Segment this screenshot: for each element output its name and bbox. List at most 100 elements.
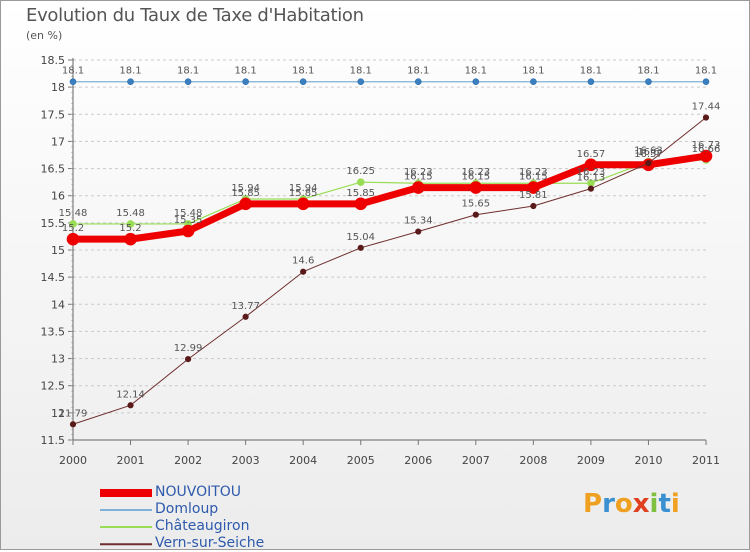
data-point <box>472 78 480 86</box>
data-point <box>527 181 540 194</box>
data-label: 15.04 <box>346 232 375 243</box>
data-point <box>299 78 307 86</box>
x-tick-label: 2011 <box>692 454 720 467</box>
legend-label: Vern-sur-Seiche <box>155 535 265 551</box>
legend-item: NOUVOITOU <box>100 484 300 501</box>
x-tick-label: 2010 <box>634 454 662 467</box>
data-point <box>184 78 192 86</box>
data-label: 16.23 <box>577 167 606 178</box>
data-label: 15.65 <box>461 199 490 210</box>
data-label: 18.1 <box>235 66 257 77</box>
data-label: 16.73 <box>692 140 721 151</box>
y-tick-label: 17 <box>51 135 65 148</box>
legend-item: Vern-sur-Seiche <box>100 535 300 552</box>
y-tick-label: 13 <box>51 353 65 366</box>
data-point <box>69 78 77 86</box>
legend-item: Châteaugiron <box>100 518 300 535</box>
data-label: 15.85 <box>346 188 375 199</box>
logo-letter: x <box>632 489 650 519</box>
data-point <box>530 78 537 86</box>
data-point <box>414 78 422 86</box>
x-tick-label: 2003 <box>232 454 260 467</box>
data-label: 16.25 <box>346 166 375 177</box>
x-tick-label: 2008 <box>519 454 547 467</box>
data-label: 15.48 <box>174 208 203 219</box>
data-label: 11.79 <box>59 408 88 419</box>
data-label: 15.2 <box>119 223 141 234</box>
y-tick-label: 16 <box>51 190 65 203</box>
y-tick-label: 14.5 <box>41 271 66 284</box>
y-tick-label: 11.5 <box>41 434 66 447</box>
data-label: 18.1 <box>465 66 487 77</box>
series-line-0 <box>73 152 707 243</box>
series-line-3 <box>72 117 707 425</box>
chart-subtitle: (en %) <box>26 29 63 42</box>
series-line-2 <box>73 159 707 225</box>
data-point <box>69 421 77 428</box>
x-tick-label: 2001 <box>117 454 145 467</box>
data-label: 16.15 <box>404 172 433 183</box>
data-label: 18.1 <box>177 66 199 77</box>
data-label: 18.1 <box>522 66 544 77</box>
data-label: 16.23 <box>404 167 433 178</box>
legend-swatch <box>100 509 152 511</box>
data-point <box>239 197 252 211</box>
data-point <box>127 402 134 409</box>
y-tick-label: 14 <box>51 298 65 311</box>
data-label: 16.57 <box>577 149 606 160</box>
y-tick-label: 17.5 <box>41 108 66 121</box>
data-point <box>242 313 249 320</box>
data-point <box>645 160 652 167</box>
data-label: 15.81 <box>519 190 548 201</box>
legend-swatch <box>100 489 152 497</box>
y-tick-label: 13.5 <box>41 325 66 338</box>
legend-item: Domloup <box>100 501 300 518</box>
logo-letter: i <box>649 489 659 519</box>
data-label: 13.77 <box>231 301 260 312</box>
x-tick-label: 2005 <box>347 454 375 467</box>
data-label: 15.2 <box>62 223 84 234</box>
data-point <box>184 356 192 363</box>
y-tick-label: 12.5 <box>41 380 66 393</box>
data-point <box>69 220 77 228</box>
data-label: 17.44 <box>692 102 721 113</box>
data-point <box>124 232 137 246</box>
y-tick-label: 15 <box>51 244 65 257</box>
data-point <box>699 149 713 163</box>
proxiti-logo: Proxiti <box>583 489 680 519</box>
data-label: 18.1 <box>350 66 372 77</box>
data-label: 16.13 <box>577 173 606 184</box>
y-tick-label: 18 <box>51 81 65 94</box>
x-tick-label: 2007 <box>462 454 490 467</box>
data-point <box>127 78 134 86</box>
data-point <box>126 220 135 228</box>
data-label: 18.1 <box>407 66 429 77</box>
data-point <box>300 268 307 275</box>
data-point <box>356 178 365 186</box>
data-label: 18.1 <box>292 66 314 77</box>
data-label: 15.85 <box>231 188 260 199</box>
data-point <box>415 228 422 235</box>
data-label: 16.63 <box>634 146 663 157</box>
logo-letter: o <box>614 489 633 519</box>
data-label: 15.34 <box>404 216 433 227</box>
data-label: 15.94 <box>289 183 318 194</box>
data-label: 16.23 <box>461 167 490 178</box>
data-label: 16.57 <box>634 149 663 160</box>
data-point <box>469 181 483 194</box>
data-label: 15.48 <box>116 208 145 219</box>
data-point <box>530 202 537 210</box>
legend-label: Domloup <box>155 501 219 517</box>
y-tick-label: 15.5 <box>41 217 66 230</box>
data-label: 14.6 <box>292 256 314 267</box>
legend-swatch <box>100 543 152 545</box>
data-point <box>66 232 80 246</box>
data-label: 15.94 <box>231 183 260 194</box>
data-label: 18.1 <box>580 66 602 77</box>
data-label: 18.1 <box>637 66 659 77</box>
legend-swatch <box>100 526 152 528</box>
x-tick-label: 2000 <box>59 454 87 467</box>
data-label: 16.23 <box>519 167 548 178</box>
